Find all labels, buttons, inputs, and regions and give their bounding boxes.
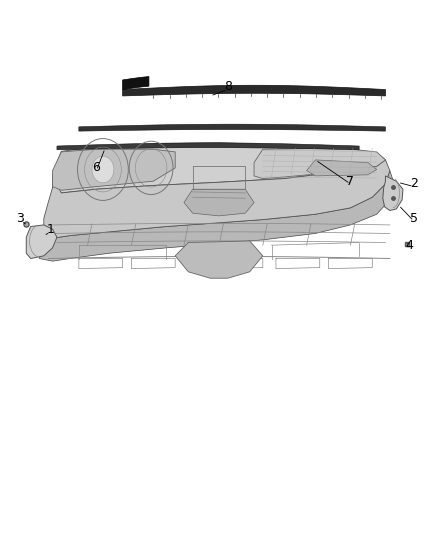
Text: 5: 5 — [410, 212, 418, 225]
Polygon shape — [26, 225, 57, 259]
Polygon shape — [175, 241, 263, 278]
Text: 3: 3 — [16, 212, 24, 225]
Text: 2: 2 — [410, 177, 418, 190]
Circle shape — [92, 156, 114, 183]
Polygon shape — [123, 85, 385, 96]
Polygon shape — [79, 124, 385, 131]
Polygon shape — [184, 189, 254, 216]
Polygon shape — [57, 143, 359, 150]
Polygon shape — [44, 160, 390, 238]
Text: 4: 4 — [406, 239, 413, 252]
Polygon shape — [53, 149, 175, 190]
Polygon shape — [123, 77, 149, 90]
Polygon shape — [53, 143, 385, 193]
Polygon shape — [307, 160, 377, 176]
Polygon shape — [383, 176, 403, 211]
Text: 1: 1 — [46, 223, 54, 236]
Polygon shape — [254, 148, 385, 179]
Polygon shape — [39, 171, 394, 261]
Text: 6: 6 — [92, 161, 100, 174]
Text: 7: 7 — [346, 175, 354, 188]
Text: 8: 8 — [224, 80, 232, 93]
